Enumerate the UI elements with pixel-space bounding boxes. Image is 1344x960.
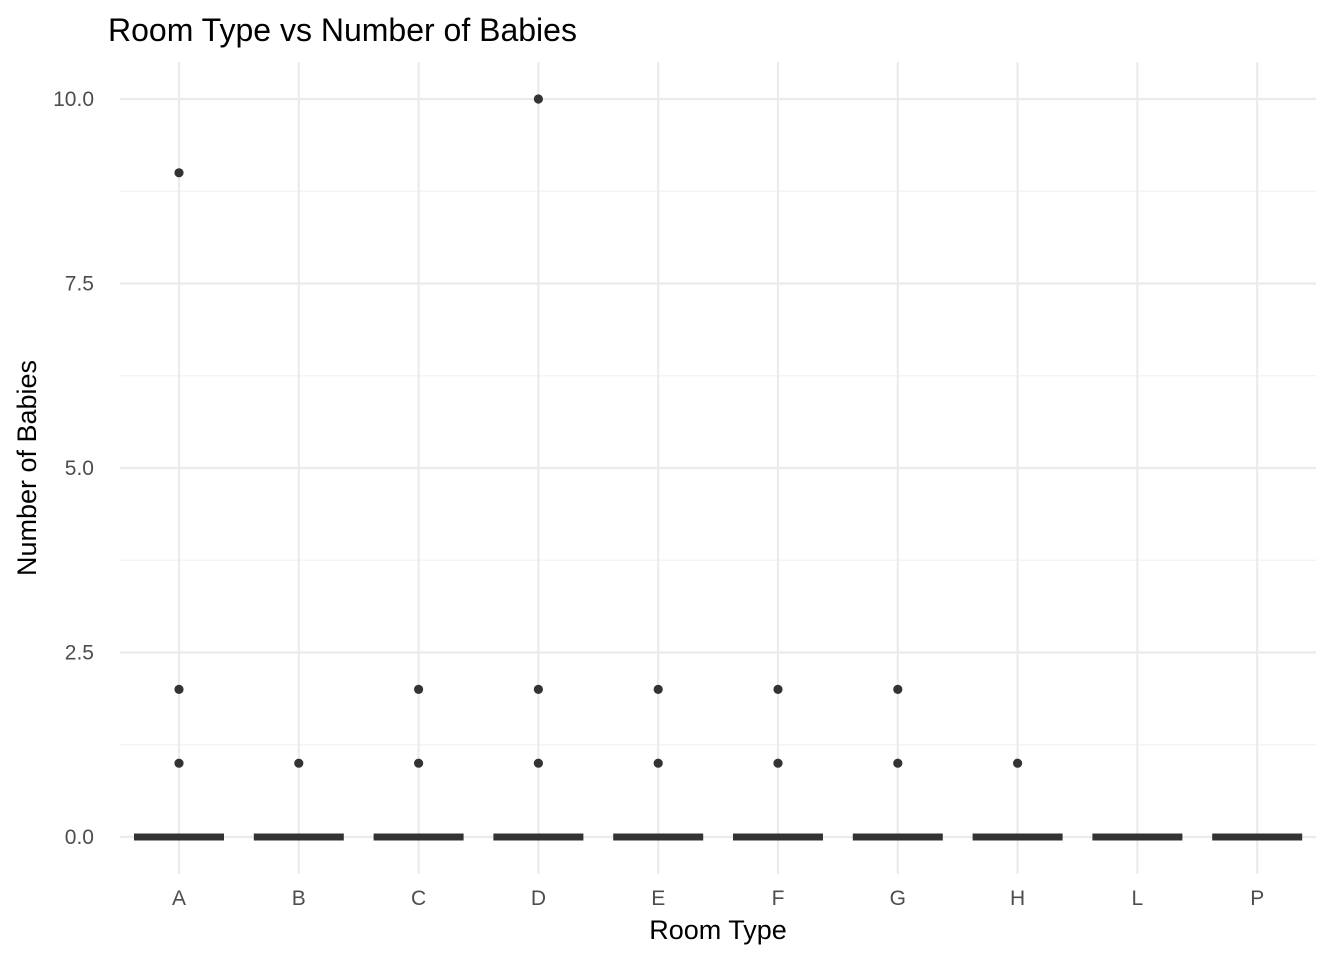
y-tick-label: 2.5	[65, 642, 94, 665]
x-tick-label: G	[890, 887, 906, 910]
outlier-point	[533, 684, 544, 695]
box-F	[733, 684, 823, 841]
outlier-point	[893, 758, 903, 768]
x-tick-label: P	[1250, 887, 1264, 910]
outlier-point	[773, 684, 783, 695]
x-tick-label: F	[772, 887, 785, 910]
outlier-point	[1013, 758, 1023, 768]
box-H	[972, 758, 1063, 841]
outlier-point	[533, 758, 544, 768]
chart-marks	[134, 94, 1303, 841]
x-tick-label: L	[1132, 887, 1144, 910]
y-tick-label: 10.0	[53, 88, 94, 111]
outlier-point	[294, 758, 304, 768]
outlier-point	[414, 758, 424, 768]
grid-lines	[120, 62, 1316, 874]
y-tick-label: 0.0	[65, 826, 94, 849]
box-B	[253, 758, 344, 841]
outlier-point	[653, 684, 663, 695]
x-tick-label: C	[411, 887, 426, 910]
y-tick-label: 7.5	[65, 273, 94, 296]
box-D	[493, 94, 584, 841]
x-axis-title: Room Type	[649, 915, 787, 945]
x-tick-label: H	[1010, 887, 1025, 910]
outlier-point	[174, 684, 184, 695]
y-tick-label: 5.0	[65, 457, 94, 480]
outlier-point	[533, 94, 544, 104]
x-tick-label: A	[172, 887, 186, 910]
box-G	[852, 684, 943, 841]
outlier-point	[773, 758, 783, 768]
axis-ticks: 0.0 2.5 5.0 7.5 10.0 A B C D E F G H L P	[53, 88, 1264, 910]
y-axis-title: Number of Babies	[12, 360, 42, 576]
box-C	[373, 684, 464, 841]
box-E	[613, 684, 704, 841]
box-A	[134, 168, 224, 841]
box-L	[1092, 833, 1183, 841]
outlier-point	[893, 684, 903, 695]
x-tick-label: D	[531, 887, 546, 910]
x-tick-label: B	[292, 887, 306, 910]
outlier-point	[653, 758, 663, 768]
chart-title: Room Type vs Number of Babies	[108, 12, 577, 48]
outlier-point	[174, 168, 184, 178]
box-P	[1212, 833, 1303, 841]
outlier-point	[174, 758, 184, 768]
x-tick-label: E	[651, 887, 665, 910]
outlier-point	[414, 684, 424, 695]
